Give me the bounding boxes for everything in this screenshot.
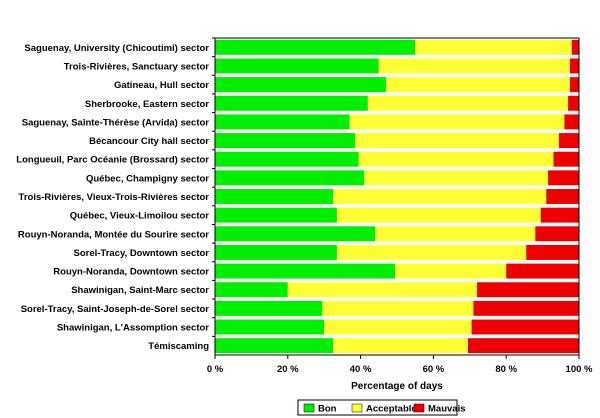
legend: Bon Acceptable Mauvais xyxy=(297,399,466,416)
bar-acceptable-4 xyxy=(349,114,565,130)
bar-acceptable-0 xyxy=(415,39,572,55)
category-label-3: Sherbrooke, Eastern sector xyxy=(85,99,209,110)
category-label-13: Shawinigan, Saint-Marc sector xyxy=(71,285,209,296)
category-labels: Saguenay, University (Chicoutimi) sector… xyxy=(16,37,215,352)
bar-bon-0 xyxy=(215,39,416,55)
bar-mauvais-2 xyxy=(569,77,579,93)
category-label-11: Sorel-Tracy, Downtown sector xyxy=(74,248,210,259)
category-label-10: Rouyn-Noranda, Montée du Sourire sector xyxy=(18,229,209,240)
bar-bon-9 xyxy=(215,207,337,223)
x-tick-label-4: 80 % xyxy=(495,364,517,375)
x-tick-label-2: 40 % xyxy=(350,364,372,375)
category-label-2: Gatineau, Hull sector xyxy=(114,80,209,91)
bar-bon-2 xyxy=(215,77,387,93)
bar-acceptable-9 xyxy=(336,207,541,223)
category-label-16: Témiscaming xyxy=(148,341,209,352)
category-label-14: Sorel-Tracy, Saint-Joseph-de-Sorel secto… xyxy=(21,304,210,315)
bar-bon-3 xyxy=(215,95,368,111)
category-label-0: Saguenay, University (Chicoutimi) sector xyxy=(24,43,209,54)
bar-acceptable-12 xyxy=(395,263,507,279)
bar-bon-1 xyxy=(215,58,379,74)
bars-group xyxy=(215,39,579,354)
bar-mauvais-15 xyxy=(471,319,579,335)
legend-label-acceptable: Acceptable xyxy=(366,404,417,415)
bar-mauvais-6 xyxy=(553,151,579,167)
category-label-5: Bécancour City hall sector xyxy=(89,136,209,147)
bar-acceptable-8 xyxy=(333,189,547,204)
bar-bon-16 xyxy=(215,338,334,354)
bar-mauvais-14 xyxy=(473,300,579,316)
bar-bon-5 xyxy=(215,133,356,149)
bar-mauvais-12 xyxy=(506,263,579,279)
x-tick-label-3: 60 % xyxy=(423,364,445,375)
bar-mauvais-13 xyxy=(477,282,579,298)
legend-label-mauvais: Mauvais xyxy=(428,404,466,415)
bar-bon-11 xyxy=(215,244,337,260)
bar-bon-14 xyxy=(215,300,323,316)
bar-acceptable-13 xyxy=(287,282,478,298)
bar-mauvais-10 xyxy=(535,226,579,242)
category-label-8: Trois-Rivières, Vieux-Trois-Rivières sec… xyxy=(19,192,210,203)
bar-mauvais-4 xyxy=(564,114,579,130)
bar-mauvais-3 xyxy=(568,95,579,111)
legend-swatch-mauvais xyxy=(413,403,425,413)
bar-acceptable-14 xyxy=(322,300,474,316)
bar-acceptable-7 xyxy=(364,170,549,186)
bar-acceptable-16 xyxy=(333,338,468,354)
legend-label-bon: Bon xyxy=(318,404,337,415)
bar-bon-7 xyxy=(215,170,365,186)
bar-acceptable-11 xyxy=(336,244,527,260)
category-label-15: Shawinigan, L'Assomption sector xyxy=(57,323,209,334)
bar-bon-13 xyxy=(215,282,288,298)
bar-acceptable-1 xyxy=(378,58,570,74)
bar-acceptable-2 xyxy=(386,77,570,93)
bar-acceptable-15 xyxy=(324,319,472,335)
bar-mauvais-0 xyxy=(571,39,579,55)
category-label-9: Québec, Vieux-Limoilou sector xyxy=(70,211,209,222)
legend-swatch-bon xyxy=(303,403,315,413)
category-label-1: Trois-Rivières, Sanctuary sector xyxy=(64,61,210,72)
bar-acceptable-10 xyxy=(375,226,536,242)
bar-mauvais-5 xyxy=(558,133,579,149)
bar-bon-10 xyxy=(215,226,376,242)
x-tick-label-1: 20 % xyxy=(277,364,299,375)
category-label-6: Longueuil, Parc Océanie (Brossard) secto… xyxy=(16,155,209,166)
bar-mauvais-1 xyxy=(569,58,579,74)
x-axis-title: Percentage of days xyxy=(351,381,443,392)
bar-mauvais-11 xyxy=(526,244,579,260)
bar-bon-12 xyxy=(215,263,396,279)
category-label-7: Québec, Champigny sector xyxy=(86,173,209,184)
bar-acceptable-3 xyxy=(367,95,569,111)
category-label-4: Saguenay, Sainte-Thérèse (Arvida) sector xyxy=(22,117,210,128)
bar-acceptable-5 xyxy=(355,133,559,149)
bar-mauvais-9 xyxy=(540,207,579,223)
bar-bon-6 xyxy=(215,151,359,167)
bar-mauvais-16 xyxy=(467,338,579,354)
bar-mauvais-7 xyxy=(548,170,579,186)
bar-acceptable-6 xyxy=(358,151,554,167)
bar-bon-4 xyxy=(215,114,350,130)
x-tick-label-0: 0 % xyxy=(207,364,224,375)
x-tick-label-5: 100 % xyxy=(566,364,593,375)
bar-bon-8 xyxy=(215,189,334,204)
plot-frame xyxy=(214,37,580,356)
legend-swatch-acceptable xyxy=(351,403,363,413)
x-axis: 0 % 20 % 40 % 60 % 80 % 100 % xyxy=(207,355,593,375)
bar-mauvais-8 xyxy=(546,189,579,204)
bar-bon-15 xyxy=(215,319,325,335)
category-label-12: Rouyn-Noranda, Downtown sector xyxy=(53,267,209,278)
